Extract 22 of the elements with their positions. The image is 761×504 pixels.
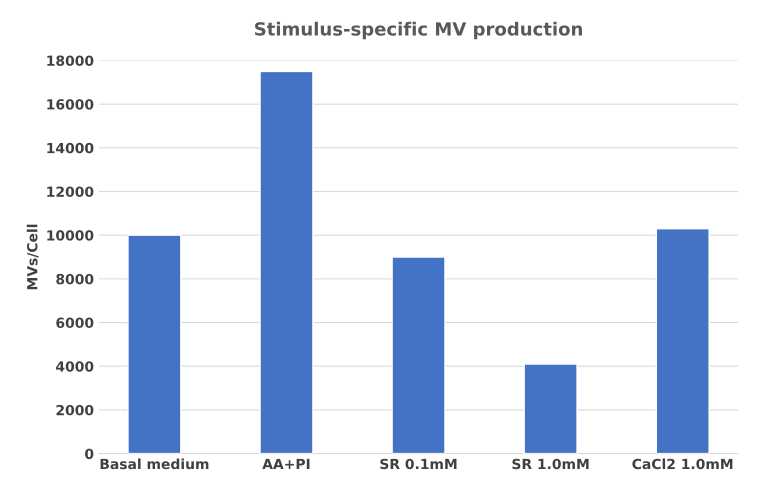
bar bbox=[524, 363, 578, 454]
bar bbox=[127, 234, 182, 454]
y-tick-label: 2000 bbox=[56, 404, 94, 416]
y-tick-label: 16000 bbox=[47, 99, 94, 110]
y-tick-label: 10000 bbox=[47, 230, 94, 241]
y-tick-label: 8000 bbox=[56, 274, 94, 284]
bar bbox=[259, 70, 314, 454]
x-tick-label: Basal medium bbox=[100, 458, 208, 470]
y-tick-label: 4000 bbox=[56, 361, 94, 372]
y-tick-label: 12000 bbox=[47, 186, 94, 197]
x-tick-label: SR 0.1mM bbox=[380, 458, 456, 470]
bar bbox=[656, 228, 710, 454]
y-tick-label: 6000 bbox=[56, 318, 94, 328]
chart-title: Stimulus-specific MV production bbox=[255, 22, 582, 40]
y-axis-title: MVs/Cell bbox=[26, 224, 39, 290]
x-tick-label: CaCl2 1.0mM bbox=[632, 458, 732, 470]
x-tick-label: AA+PI bbox=[262, 458, 310, 470]
y-tick-label: 0 bbox=[85, 448, 94, 460]
y-tick-label: 18000 bbox=[47, 55, 94, 66]
bar bbox=[391, 256, 446, 454]
x-tick-label: SR 1.0mM bbox=[512, 458, 589, 470]
y-tick-label: 14000 bbox=[47, 142, 94, 154]
